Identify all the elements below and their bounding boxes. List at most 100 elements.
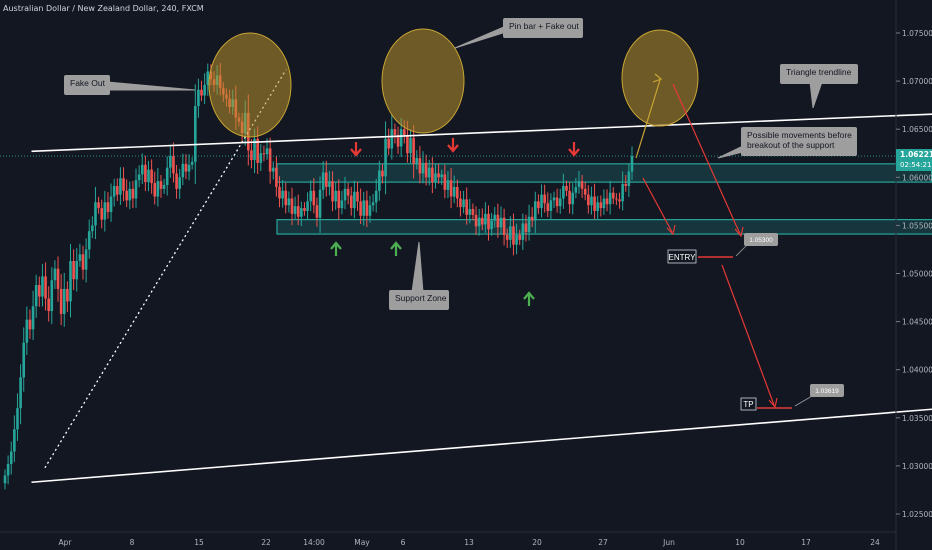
candle-body (34, 285, 38, 307)
entry-label: ENTRY (669, 253, 697, 262)
callout-triangle-text: Triangle trendline (786, 67, 852, 77)
candle-body (265, 148, 269, 155)
candle-body (565, 185, 568, 191)
candle-body (431, 167, 434, 183)
candle-body (512, 226, 515, 245)
candle-body (521, 223, 525, 240)
chart-title: Australian Dollar / New Zealand Dollar, … (3, 4, 204, 13)
candle-body (172, 156, 175, 174)
candle-body (206, 71, 210, 85)
candle-body (150, 169, 153, 184)
x-tick-label: 13 (464, 538, 474, 547)
candle-body (147, 169, 150, 183)
x-tick-label: 14:00 (303, 538, 325, 547)
y-tick-label: 1.05500 (902, 221, 932, 230)
candle-body (3, 475, 7, 484)
candle-body (119, 178, 122, 195)
candle-body (496, 214, 500, 228)
x-tick-label: 10 (735, 538, 745, 547)
candle-body (608, 192, 612, 205)
candle-body (540, 194, 543, 209)
candle-body (278, 186, 281, 199)
candle-body (374, 190, 378, 203)
candle-body (346, 188, 350, 196)
candle-body (112, 185, 116, 197)
candle-body (122, 178, 125, 191)
candle-body (530, 216, 534, 221)
candle-body (571, 192, 575, 205)
candle-body (25, 319, 29, 343)
candle-body (593, 196, 596, 211)
candle-body (125, 190, 128, 201)
candle-body (337, 190, 341, 209)
candle-body (115, 185, 119, 195)
candle-body (290, 198, 294, 214)
candle-body (443, 174, 447, 190)
annotations: ENTRY 1.05300 TP 1.03619 Fake Out Pin bar + F… (64, 18, 858, 411)
candle-body (31, 306, 35, 330)
candle-body (402, 129, 406, 135)
y-tick-label: 1.03500 (902, 414, 932, 423)
entry-box (667, 249, 697, 264)
candle-body (474, 214, 478, 227)
candle-body (197, 89, 200, 107)
callout-possible-tail (717, 145, 744, 159)
candle-body (546, 203, 550, 211)
projection-down-1-head (734, 226, 744, 238)
callout-possible-text: Possible movements before breakout of the… (747, 130, 852, 150)
candle-body (434, 173, 437, 183)
arrow-down-icon (568, 142, 580, 157)
candle-body (602, 198, 606, 209)
candle-body (368, 205, 372, 216)
y-tick-label: 1.04500 (902, 318, 932, 327)
candle-body (437, 173, 440, 178)
candle-body (409, 137, 412, 154)
y-tick-label: 1.03000 (902, 462, 932, 471)
callout-fake-out-tail (107, 81, 196, 91)
candle-body (549, 200, 553, 211)
lower-triangle-trendline (31, 408, 932, 484)
candle-body (611, 192, 615, 199)
candle-body (568, 190, 571, 205)
x-tick-label: 20 (532, 538, 542, 547)
candle-body (253, 138, 256, 160)
candle-body (131, 188, 135, 199)
candle-body (499, 217, 503, 228)
x-tick-label: May (354, 538, 370, 547)
candle-body (378, 170, 381, 191)
arrow-up-icon (330, 241, 342, 256)
candle-body (596, 202, 599, 211)
current-price-tag (896, 149, 932, 172)
candle-body (50, 280, 54, 312)
candle-body (552, 197, 556, 201)
candle-body (371, 202, 375, 206)
candle-body (509, 226, 512, 240)
candle-body (421, 162, 425, 174)
candle-body (22, 342, 26, 378)
x-tick-label: 24 (870, 538, 880, 547)
candle-body (187, 164, 191, 172)
candle-body (162, 184, 166, 189)
candle-body (159, 181, 163, 189)
projection-tp-head (768, 397, 778, 409)
candle-body (624, 184, 628, 186)
y-tick-label: 1.05000 (902, 270, 932, 279)
candle-body (165, 167, 169, 185)
current-price-label: 1.06221 (900, 150, 932, 159)
candle-body (78, 254, 82, 261)
projection-up-arrowhead (652, 73, 663, 83)
candle-body (334, 190, 337, 202)
candle-body (271, 167, 275, 172)
candle-body (555, 197, 559, 207)
candle-body (190, 161, 194, 165)
candle-body (287, 198, 291, 206)
candle-body (493, 214, 497, 221)
callout-support-box (389, 290, 449, 310)
projection-up (635, 79, 661, 159)
projection-down-2 (642, 177, 673, 233)
candle-body (396, 134, 400, 147)
candle-body (47, 298, 50, 312)
candle-body (381, 170, 384, 177)
candle-body (56, 268, 60, 289)
